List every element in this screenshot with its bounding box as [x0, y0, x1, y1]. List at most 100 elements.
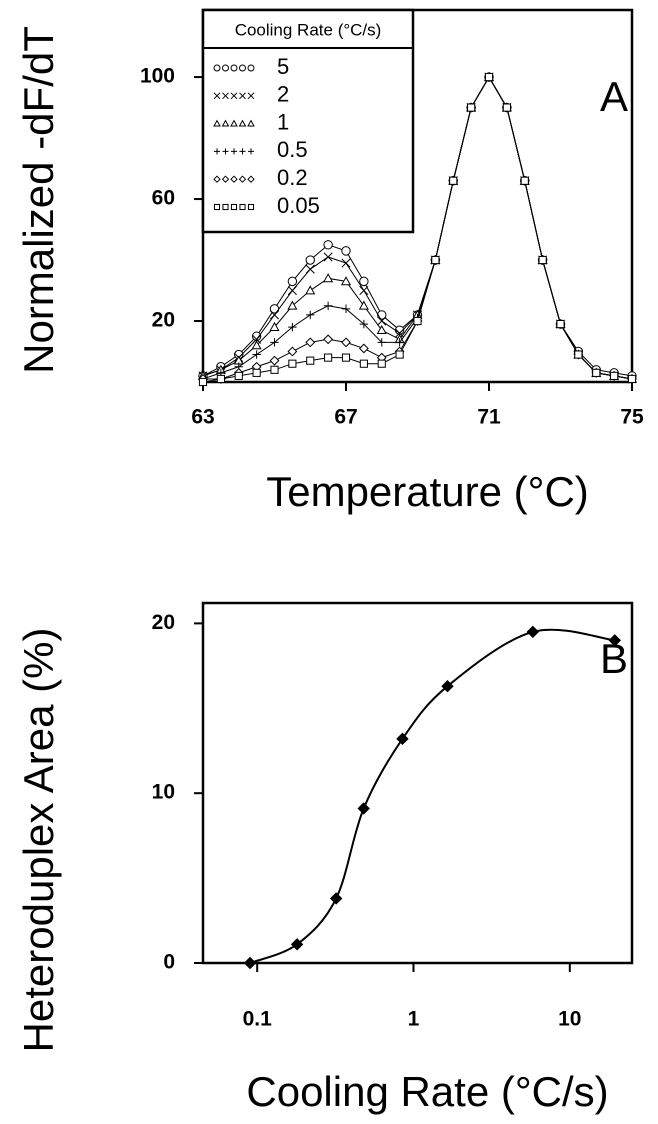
x-axis-label: Temperature (°C)	[266, 468, 589, 515]
legend-label: 1	[277, 109, 289, 134]
data-point	[441, 680, 454, 693]
legend-marker	[239, 92, 246, 100]
data-point	[359, 276, 369, 287]
data-point	[467, 103, 476, 112]
legend-marker	[230, 92, 238, 100]
data-point	[243, 956, 257, 970]
data-point	[323, 240, 333, 250]
legend-marker	[247, 175, 255, 183]
data-point	[323, 334, 334, 345]
data-point	[377, 359, 386, 368]
data-point	[413, 316, 422, 326]
data-point	[341, 304, 351, 314]
y-tick-label: 60	[152, 187, 175, 210]
y-tick-label: 20	[152, 309, 175, 332]
data-point	[538, 255, 547, 265]
data-point	[323, 252, 333, 262]
legend-marker	[239, 148, 246, 155]
data-point	[269, 355, 280, 366]
data-point	[288, 322, 297, 332]
legend-marker	[222, 64, 229, 72]
data-point	[216, 374, 225, 384]
data-point	[359, 319, 369, 329]
data-point	[341, 258, 351, 268]
data-point	[270, 365, 279, 374]
data-point	[290, 938, 304, 951]
data-point	[269, 321, 280, 331]
data-point	[252, 350, 261, 359]
data-point	[395, 350, 404, 359]
data-point	[396, 732, 409, 746]
data-point	[341, 246, 351, 256]
data-point	[288, 359, 297, 368]
x-tick-label: 67	[334, 406, 357, 429]
y-tick-label: 10	[152, 781, 175, 804]
legend-marker	[247, 92, 255, 100]
data-point	[341, 337, 351, 348]
legend-marker	[221, 119, 230, 127]
legend-marker	[230, 64, 238, 72]
legend-label: 5	[277, 54, 289, 79]
legend-marker	[247, 203, 255, 211]
legend-marker	[230, 203, 238, 211]
data-point	[484, 73, 494, 82]
data-point	[323, 273, 334, 283]
legend-marker	[214, 148, 220, 155]
data-point	[198, 377, 208, 387]
data-point	[377, 338, 386, 347]
plot-frame	[201, 601, 634, 965]
data-point	[305, 255, 315, 265]
legend-label: 2	[277, 82, 289, 107]
data-point	[287, 285, 297, 296]
data-point	[251, 340, 262, 350]
x-tick-label: 1	[408, 1008, 420, 1031]
data-point	[234, 371, 243, 380]
data-point	[324, 353, 333, 362]
data-point	[574, 350, 583, 359]
data-point	[306, 310, 315, 320]
data-point	[376, 324, 387, 335]
y-tick-label: 100	[140, 65, 175, 88]
data-point	[287, 346, 298, 357]
x-tick-label: 0.1	[243, 1008, 273, 1031]
x-tick-label: 75	[620, 406, 644, 429]
data-point	[287, 276, 298, 287]
legend-marker	[230, 119, 238, 127]
data-point	[306, 356, 315, 365]
legend-marker	[222, 92, 229, 100]
legend-marker	[213, 64, 221, 72]
legend-marker	[221, 175, 230, 183]
data-point	[269, 310, 280, 320]
y-axis-label: Normalized -dF/dT	[15, 26, 62, 374]
legend-marker	[213, 203, 221, 211]
legend-marker	[213, 119, 221, 127]
data-line	[249, 628, 615, 964]
data-point	[340, 276, 352, 286]
data-point	[627, 374, 637, 384]
legend-marker	[247, 64, 255, 72]
data-point	[329, 892, 343, 905]
data-point	[323, 301, 333, 310]
data-point	[431, 255, 440, 265]
data-point	[358, 343, 369, 354]
x-axis-label: Cooling Rate (°C/s)	[246, 1068, 608, 1115]
data-point	[305, 264, 315, 274]
x-tick-label: 71	[477, 406, 501, 429]
x-tick-label: 10	[558, 1008, 581, 1031]
y-tick-label: 0	[163, 951, 175, 974]
data-point	[252, 368, 261, 377]
data-point	[526, 625, 540, 639]
legend-label: 0.5	[277, 137, 308, 162]
data-point	[305, 337, 316, 348]
legend-label: 0.2	[277, 165, 308, 190]
legend-marker	[239, 64, 246, 72]
data-point	[449, 176, 458, 185]
x-tick-label: 63	[191, 406, 214, 429]
legend-marker	[213, 92, 221, 100]
data-point	[377, 316, 387, 326]
data-point	[287, 300, 298, 310]
legend-marker	[222, 148, 229, 155]
data-point	[358, 300, 369, 310]
